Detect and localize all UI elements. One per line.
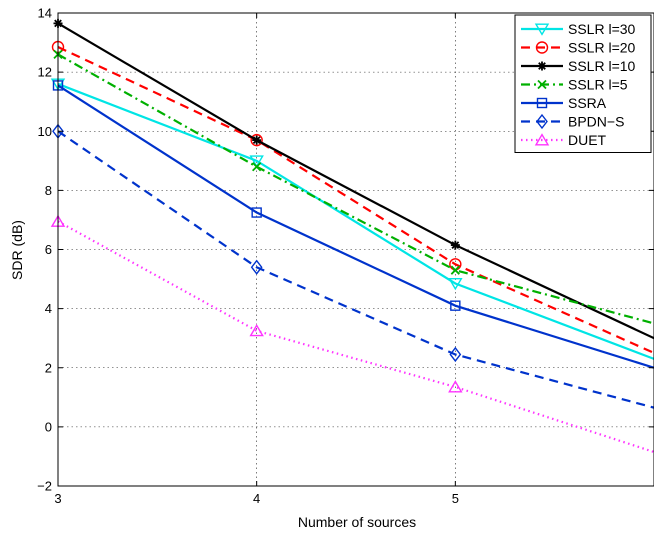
y-tick-label: 0	[45, 419, 52, 434]
y-tick-label: 6	[45, 242, 52, 257]
y-tick-label: 8	[45, 183, 52, 198]
y-tick-label: 12	[38, 65, 52, 80]
y-tick-label: 10	[38, 124, 52, 139]
x-tick-label: 4	[253, 491, 260, 506]
legend-label: DUET	[568, 132, 607, 148]
legend-label: BPDN−S	[568, 114, 624, 130]
x-tick-label: 5	[452, 491, 459, 506]
legend-label: SSLR l=10	[568, 58, 636, 74]
y-tick-label: 14	[38, 6, 52, 21]
y-tick-label: 2	[45, 360, 52, 375]
x-axis-label: Number of sources	[298, 514, 416, 530]
x-tick-label: 3	[54, 491, 61, 506]
legend-label: SSRA	[568, 95, 607, 111]
legend-label: SSLR l=5	[568, 77, 628, 93]
legend-label: SSLR l=30	[568, 21, 636, 37]
legend-label: SSLR l=20	[568, 40, 636, 56]
y-tick-label: −2	[37, 479, 52, 494]
data-point	[451, 241, 460, 250]
data-point	[252, 136, 261, 145]
y-tick-label: 4	[45, 301, 52, 316]
y-axis-label: SDR (dB)	[9, 220, 25, 280]
legend-marker	[538, 62, 547, 71]
legend: SSLR l=30 SSLR l=20 SSLR l=10 SSLR l=5 SSRA B…	[515, 15, 651, 153]
